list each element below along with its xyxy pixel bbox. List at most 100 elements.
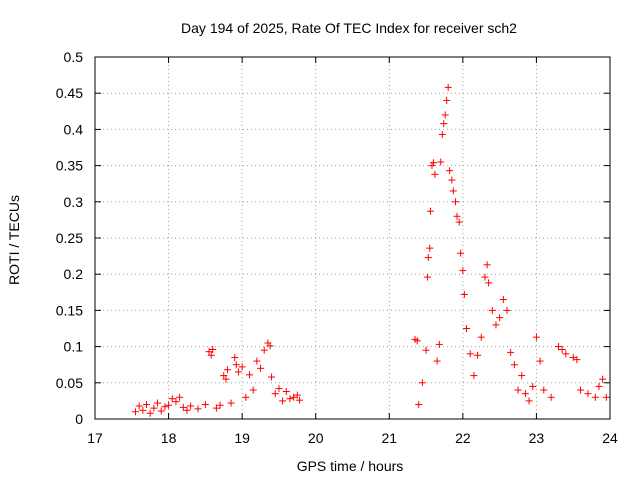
data-point <box>150 404 158 412</box>
data-point <box>168 395 176 403</box>
data-point <box>413 337 421 345</box>
data-point <box>457 249 465 257</box>
data-point <box>290 393 298 401</box>
data-point <box>555 343 562 351</box>
data-point <box>466 350 474 358</box>
plot-frame <box>94 56 611 420</box>
data-point <box>426 207 434 215</box>
data-point <box>429 159 437 167</box>
data-point <box>165 401 173 409</box>
data-point <box>584 390 592 398</box>
y-tick-label: 0.25 <box>56 230 83 246</box>
axis-ticks: 17 18 19 20 21 22 23 24 0 0.05 0.1 0.15 0.2 0.25 0.3 0.… <box>56 49 618 446</box>
data-point <box>449 187 457 195</box>
x-tick-label: 19 <box>234 430 250 446</box>
y-tick-label: 0.1 <box>64 339 84 355</box>
data-point <box>483 261 491 269</box>
data-point <box>438 130 446 138</box>
data-point <box>474 351 482 359</box>
y-tick-label: 0.15 <box>56 302 83 318</box>
data-point <box>455 218 463 226</box>
data-point <box>271 390 279 398</box>
data-point <box>266 342 274 350</box>
data-point <box>591 393 599 401</box>
y-tick-label: 0.4 <box>64 121 84 137</box>
x-tick-label: 17 <box>87 430 103 446</box>
data-point <box>446 167 454 175</box>
data-point <box>433 357 441 365</box>
x-axis-title: GPS time / hours <box>297 458 404 474</box>
data-point <box>282 387 290 395</box>
data-point <box>131 408 139 416</box>
data-point <box>183 406 191 414</box>
data-point <box>424 273 432 281</box>
data-point <box>418 379 426 387</box>
data-point <box>212 404 220 412</box>
x-tick-label: 22 <box>455 430 471 446</box>
data-point <box>463 325 471 332</box>
data-point <box>424 254 432 262</box>
data-point <box>279 397 287 405</box>
data-point <box>460 290 468 298</box>
data-point <box>231 353 239 361</box>
y-tick-label: 0.3 <box>64 194 84 210</box>
data-point <box>453 212 461 220</box>
data-point <box>220 372 228 380</box>
data-point <box>577 386 585 394</box>
data-point <box>268 373 276 381</box>
data-point <box>562 350 570 358</box>
data-point <box>222 375 230 383</box>
data-point <box>599 375 607 383</box>
data-point <box>249 386 257 394</box>
data-point <box>246 371 253 379</box>
data-point <box>477 333 485 341</box>
data-point <box>176 393 184 401</box>
data-point <box>135 402 143 410</box>
grid-lines <box>95 57 610 419</box>
data-point <box>154 399 162 407</box>
x-tick-label: 24 <box>602 430 618 446</box>
data-point <box>440 120 448 128</box>
data-point <box>194 405 202 413</box>
data-point <box>496 314 504 322</box>
chart-title: Day 194 of 2025, Rate Of TEC Index for r… <box>181 20 517 36</box>
data-point <box>437 158 445 166</box>
y-tick-label: 0.45 <box>56 85 83 101</box>
data-point <box>510 361 518 369</box>
data-point <box>518 372 526 380</box>
data-point <box>514 386 522 394</box>
data-point <box>499 296 507 304</box>
y-tick-label: 0.5 <box>64 49 84 65</box>
x-tick-label: 18 <box>161 430 177 446</box>
data-point <box>428 162 436 170</box>
y-tick-label: 0.05 <box>56 375 83 391</box>
x-tick-label: 21 <box>381 430 397 446</box>
data-point <box>452 198 459 206</box>
data-point <box>143 401 150 409</box>
data-point <box>253 357 261 365</box>
data-point <box>242 393 250 401</box>
data-point <box>260 346 268 354</box>
data-point <box>238 363 246 371</box>
data-point <box>448 176 456 184</box>
data-point <box>602 393 610 401</box>
data-point <box>205 348 213 356</box>
data-point <box>209 345 217 353</box>
data-point <box>426 244 434 252</box>
data-point <box>459 267 467 275</box>
y-tick-label: 0 <box>75 411 83 427</box>
data-point <box>431 170 439 178</box>
y-axis-title: ROTI / TECUs <box>6 195 22 285</box>
data-point <box>293 391 301 399</box>
data-point <box>595 382 603 390</box>
data-point <box>485 279 493 287</box>
data-point <box>227 399 235 407</box>
data-point <box>257 364 265 372</box>
data-point <box>573 356 581 364</box>
data-point <box>488 306 496 314</box>
data-point <box>146 409 154 417</box>
data-point <box>525 397 533 405</box>
data-point <box>507 348 515 356</box>
data-point <box>207 351 215 359</box>
